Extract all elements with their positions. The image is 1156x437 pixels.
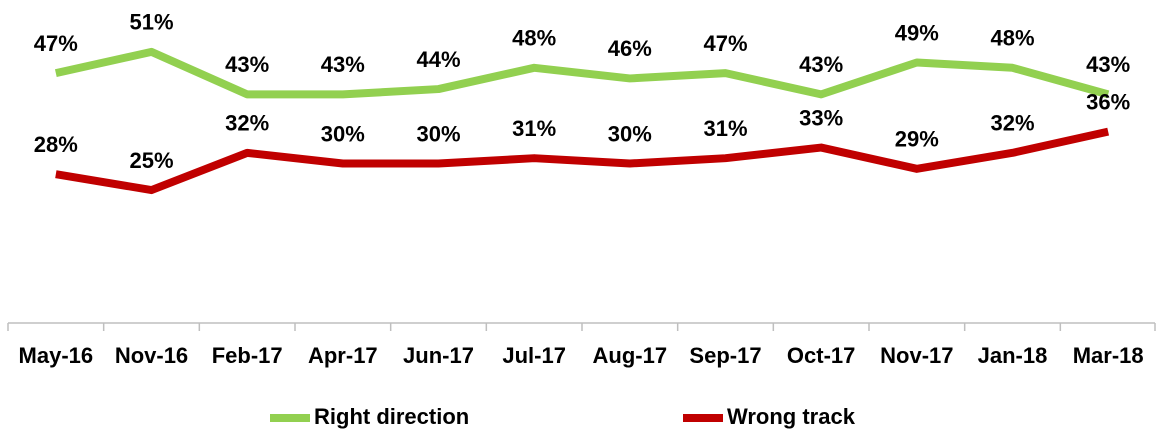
x-tick-label: Aug-17 — [593, 343, 668, 368]
data-label: 30% — [608, 121, 652, 146]
data-label: 47% — [34, 31, 78, 56]
data-label: 28% — [34, 132, 78, 157]
legend-label: Wrong track — [727, 404, 856, 429]
x-tick-label: Jan-18 — [978, 343, 1048, 368]
x-tick-label: May-16 — [19, 343, 94, 368]
data-label: 51% — [129, 10, 173, 35]
data-label: 48% — [990, 26, 1034, 51]
data-label: 31% — [703, 116, 747, 141]
x-tick-label: Sep-17 — [689, 343, 761, 368]
x-tick-label: Nov-17 — [880, 343, 953, 368]
data-label: 36% — [1086, 89, 1130, 114]
data-label: 46% — [608, 36, 652, 61]
data-label: 43% — [799, 52, 843, 77]
x-tick-label: Feb-17 — [212, 343, 283, 368]
x-tick-label: Jun-17 — [403, 343, 474, 368]
data-label: 44% — [416, 47, 460, 72]
data-label: 25% — [129, 148, 173, 173]
series-line — [55, 127, 1110, 195]
data-label: 43% — [225, 52, 269, 77]
x-tick-label: Oct-17 — [787, 343, 855, 368]
legend-label: Right direction — [314, 404, 469, 429]
data-label: 32% — [225, 111, 269, 136]
x-tick-label: Apr-17 — [308, 343, 378, 368]
data-label: 48% — [512, 26, 556, 51]
x-tick-label: Nov-16 — [115, 343, 188, 368]
data-label: 32% — [990, 111, 1034, 136]
data-label: 47% — [703, 31, 747, 56]
data-label: 43% — [1086, 52, 1130, 77]
data-label: 33% — [799, 105, 843, 130]
data-label: 30% — [321, 121, 365, 146]
data-label: 30% — [416, 121, 460, 146]
data-label: 31% — [512, 116, 556, 141]
x-tick-label: Mar-18 — [1073, 343, 1144, 368]
data-label: 43% — [321, 52, 365, 77]
data-label: 49% — [895, 20, 939, 45]
series-line — [54, 47, 1110, 99]
data-label: 29% — [895, 127, 939, 152]
x-tick-label: Jul-17 — [502, 343, 566, 368]
